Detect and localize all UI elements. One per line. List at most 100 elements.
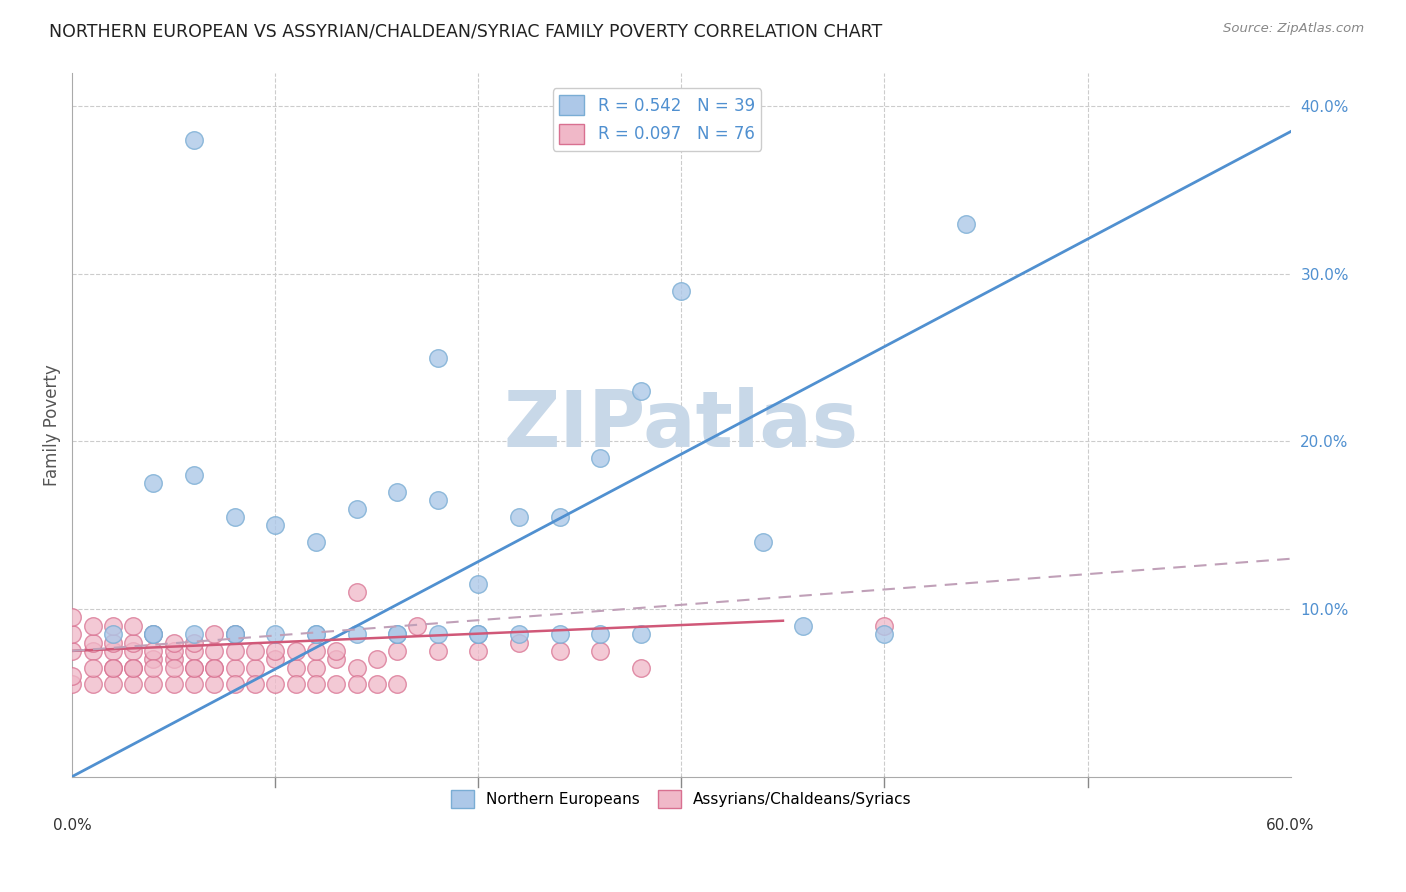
Point <box>630 660 652 674</box>
Point <box>183 133 205 147</box>
Point <box>101 644 124 658</box>
Point <box>955 217 977 231</box>
Point <box>163 652 186 666</box>
Point <box>385 644 408 658</box>
Text: 60.0%: 60.0% <box>1267 818 1315 833</box>
Point <box>82 677 104 691</box>
Point <box>406 619 429 633</box>
Point <box>60 669 83 683</box>
Point <box>122 660 145 674</box>
Point <box>82 619 104 633</box>
Point <box>385 627 408 641</box>
Point <box>426 627 449 641</box>
Point <box>101 660 124 674</box>
Point <box>264 518 287 533</box>
Point <box>426 644 449 658</box>
Point <box>122 677 145 691</box>
Text: ZIPatlas: ZIPatlas <box>503 387 859 463</box>
Point <box>467 644 489 658</box>
Point <box>163 660 186 674</box>
Point <box>630 627 652 641</box>
Point <box>426 351 449 365</box>
Point <box>305 627 328 641</box>
Point <box>467 577 489 591</box>
Point <box>142 652 165 666</box>
Point <box>122 644 145 658</box>
Point <box>284 660 307 674</box>
Y-axis label: Family Poverty: Family Poverty <box>44 364 60 485</box>
Point <box>82 660 104 674</box>
Text: 0.0%: 0.0% <box>53 818 91 833</box>
Point <box>325 677 347 691</box>
Point <box>82 644 104 658</box>
Point <box>508 635 530 649</box>
Point <box>183 660 205 674</box>
Point <box>467 627 489 641</box>
Point <box>630 384 652 399</box>
Point <box>183 468 205 483</box>
Point <box>224 509 246 524</box>
Point <box>426 493 449 508</box>
Point <box>202 644 225 658</box>
Point <box>101 677 124 691</box>
Point <box>224 660 246 674</box>
Point <box>142 476 165 491</box>
Point <box>508 627 530 641</box>
Point <box>82 635 104 649</box>
Point <box>142 627 165 641</box>
Point <box>385 677 408 691</box>
Point <box>202 627 225 641</box>
Point <box>325 644 347 658</box>
Point <box>243 677 266 691</box>
Text: Source: ZipAtlas.com: Source: ZipAtlas.com <box>1223 22 1364 36</box>
Point <box>224 644 246 658</box>
Point <box>60 677 83 691</box>
Point <box>122 660 145 674</box>
Point <box>467 627 489 641</box>
Point <box>548 509 571 524</box>
Point <box>224 627 246 641</box>
Point <box>305 627 328 641</box>
Point <box>224 677 246 691</box>
Point <box>101 627 124 641</box>
Point <box>792 619 814 633</box>
Point <box>142 627 165 641</box>
Point <box>202 660 225 674</box>
Point <box>183 677 205 691</box>
Point <box>142 627 165 641</box>
Point <box>122 635 145 649</box>
Point <box>60 610 83 624</box>
Point <box>346 660 368 674</box>
Text: NORTHERN EUROPEAN VS ASSYRIAN/CHALDEAN/SYRIAC FAMILY POVERTY CORRELATION CHART: NORTHERN EUROPEAN VS ASSYRIAN/CHALDEAN/S… <box>49 22 883 40</box>
Point <box>548 644 571 658</box>
Point <box>142 660 165 674</box>
Point <box>202 660 225 674</box>
Point <box>305 677 328 691</box>
Point <box>101 660 124 674</box>
Point <box>385 484 408 499</box>
Point <box>284 677 307 691</box>
Point <box>873 619 896 633</box>
Point <box>224 627 246 641</box>
Point <box>873 627 896 641</box>
Point <box>101 635 124 649</box>
Point <box>508 509 530 524</box>
Point <box>183 627 205 641</box>
Point <box>751 535 773 549</box>
Point <box>589 627 612 641</box>
Point <box>305 644 328 658</box>
Point <box>243 644 266 658</box>
Point <box>366 652 388 666</box>
Point <box>122 619 145 633</box>
Point <box>325 652 347 666</box>
Point <box>346 585 368 599</box>
Point <box>243 660 266 674</box>
Point <box>163 677 186 691</box>
Point <box>589 451 612 466</box>
Point <box>183 660 205 674</box>
Point <box>366 677 388 691</box>
Point <box>202 677 225 691</box>
Point <box>346 501 368 516</box>
Point <box>346 677 368 691</box>
Point <box>101 619 124 633</box>
